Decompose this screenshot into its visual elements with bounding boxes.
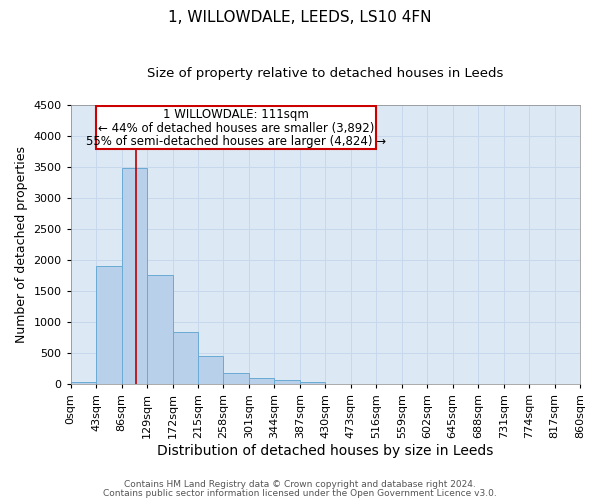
Bar [249, 378, 274, 384]
Text: Contains public sector information licensed under the Open Government Licence v3: Contains public sector information licen… [103, 488, 497, 498]
Bar [300, 382, 325, 384]
Bar [274, 380, 300, 384]
Bar [147, 275, 173, 384]
Text: 1, WILLOWDALE, LEEDS, LS10 4FN: 1, WILLOWDALE, LEEDS, LS10 4FN [168, 10, 432, 25]
Y-axis label: Number of detached properties: Number of detached properties [15, 146, 28, 343]
Title: Size of property relative to detached houses in Leeds: Size of property relative to detached ho… [147, 68, 503, 80]
Bar [198, 356, 223, 384]
Bar [71, 382, 96, 384]
Text: 55% of semi-detached houses are larger (4,824) →: 55% of semi-detached houses are larger (… [86, 134, 386, 147]
Bar [96, 266, 122, 384]
Bar [223, 373, 249, 384]
Text: ← 44% of detached houses are smaller (3,892): ← 44% of detached houses are smaller (3,… [98, 122, 374, 136]
Text: Contains HM Land Registry data © Crown copyright and database right 2024.: Contains HM Land Registry data © Crown c… [124, 480, 476, 489]
Bar [122, 168, 147, 384]
FancyBboxPatch shape [96, 106, 376, 149]
Text: 1 WILLOWDALE: 111sqm: 1 WILLOWDALE: 111sqm [163, 108, 309, 121]
Bar [173, 332, 198, 384]
X-axis label: Distribution of detached houses by size in Leeds: Distribution of detached houses by size … [157, 444, 494, 458]
